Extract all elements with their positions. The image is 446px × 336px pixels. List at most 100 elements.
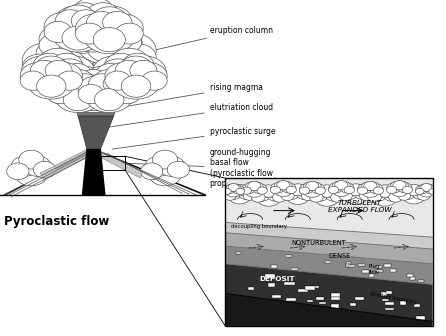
Circle shape — [68, 31, 98, 53]
Circle shape — [45, 60, 72, 81]
Circle shape — [388, 193, 402, 202]
Circle shape — [251, 182, 263, 191]
Circle shape — [47, 76, 82, 103]
Polygon shape — [225, 178, 433, 237]
Bar — [331, 304, 339, 307]
Circle shape — [303, 184, 322, 197]
Circle shape — [245, 182, 257, 191]
Circle shape — [338, 181, 350, 190]
Circle shape — [124, 75, 152, 96]
Circle shape — [257, 187, 267, 194]
Circle shape — [145, 156, 172, 176]
Bar — [348, 265, 355, 267]
Bar — [291, 267, 298, 270]
Circle shape — [357, 187, 368, 194]
Bar — [408, 274, 413, 277]
Polygon shape — [225, 264, 433, 322]
Circle shape — [361, 184, 380, 197]
Circle shape — [44, 12, 83, 41]
Circle shape — [136, 66, 166, 89]
Circle shape — [110, 48, 149, 78]
Circle shape — [71, 33, 120, 69]
Bar — [375, 266, 381, 268]
Circle shape — [75, 23, 103, 44]
Bar — [384, 264, 391, 267]
Bar — [347, 262, 351, 264]
Circle shape — [224, 191, 236, 200]
Circle shape — [243, 191, 256, 200]
Circle shape — [72, 54, 107, 80]
Circle shape — [21, 56, 63, 88]
Circle shape — [83, 34, 113, 57]
Circle shape — [33, 53, 65, 77]
Bar — [382, 299, 389, 301]
Bar — [400, 301, 406, 305]
Circle shape — [68, 21, 110, 52]
Circle shape — [105, 76, 140, 103]
Circle shape — [33, 161, 56, 178]
Circle shape — [396, 181, 408, 190]
Circle shape — [270, 186, 281, 194]
Circle shape — [91, 66, 145, 106]
Circle shape — [77, 70, 110, 95]
Circle shape — [64, 65, 123, 109]
Circle shape — [71, 24, 113, 56]
Bar — [390, 269, 396, 272]
Circle shape — [78, 84, 103, 104]
Circle shape — [84, 75, 112, 96]
Circle shape — [306, 181, 319, 191]
Circle shape — [46, 64, 76, 86]
Circle shape — [75, 75, 103, 96]
Text: Pyroclastic flow: Pyroclastic flow — [4, 215, 110, 228]
Circle shape — [95, 64, 125, 86]
Circle shape — [54, 16, 87, 41]
Circle shape — [393, 180, 406, 190]
Circle shape — [93, 28, 125, 52]
Circle shape — [88, 6, 133, 40]
Circle shape — [92, 66, 123, 89]
Circle shape — [228, 183, 239, 192]
Circle shape — [60, 5, 96, 33]
Circle shape — [339, 191, 352, 201]
Circle shape — [53, 80, 85, 104]
Circle shape — [121, 75, 151, 97]
Circle shape — [65, 66, 95, 89]
Circle shape — [418, 186, 434, 197]
Bar — [307, 300, 313, 302]
Circle shape — [56, 39, 93, 67]
Circle shape — [103, 74, 130, 94]
Circle shape — [25, 156, 51, 176]
Circle shape — [60, 27, 127, 77]
Bar — [385, 308, 394, 310]
Circle shape — [387, 183, 401, 193]
Circle shape — [87, 36, 122, 61]
Circle shape — [85, 40, 156, 93]
Circle shape — [238, 187, 255, 200]
Bar — [285, 283, 294, 285]
Circle shape — [45, 41, 79, 67]
Circle shape — [58, 39, 93, 65]
Text: elutriation cloud: elutriation cloud — [107, 103, 273, 127]
Circle shape — [54, 76, 103, 113]
Circle shape — [65, 66, 103, 95]
Circle shape — [252, 193, 265, 202]
Circle shape — [416, 185, 428, 194]
Circle shape — [391, 181, 403, 190]
Text: ground-hugging
basal flow
(pyroclastic flow
proper): ground-hugging basal flow (pyroclastic f… — [121, 148, 273, 188]
Circle shape — [22, 43, 70, 79]
Bar — [386, 291, 392, 294]
Circle shape — [273, 193, 286, 202]
Circle shape — [132, 63, 167, 89]
Circle shape — [226, 186, 241, 197]
Circle shape — [421, 183, 432, 192]
Bar — [319, 302, 326, 304]
Bar — [298, 289, 309, 292]
Circle shape — [299, 187, 310, 194]
Bar — [418, 280, 424, 282]
Bar — [268, 283, 275, 287]
Circle shape — [45, 29, 93, 66]
Bar — [305, 286, 315, 290]
Circle shape — [359, 191, 373, 201]
Circle shape — [67, 3, 102, 29]
Circle shape — [27, 62, 76, 99]
